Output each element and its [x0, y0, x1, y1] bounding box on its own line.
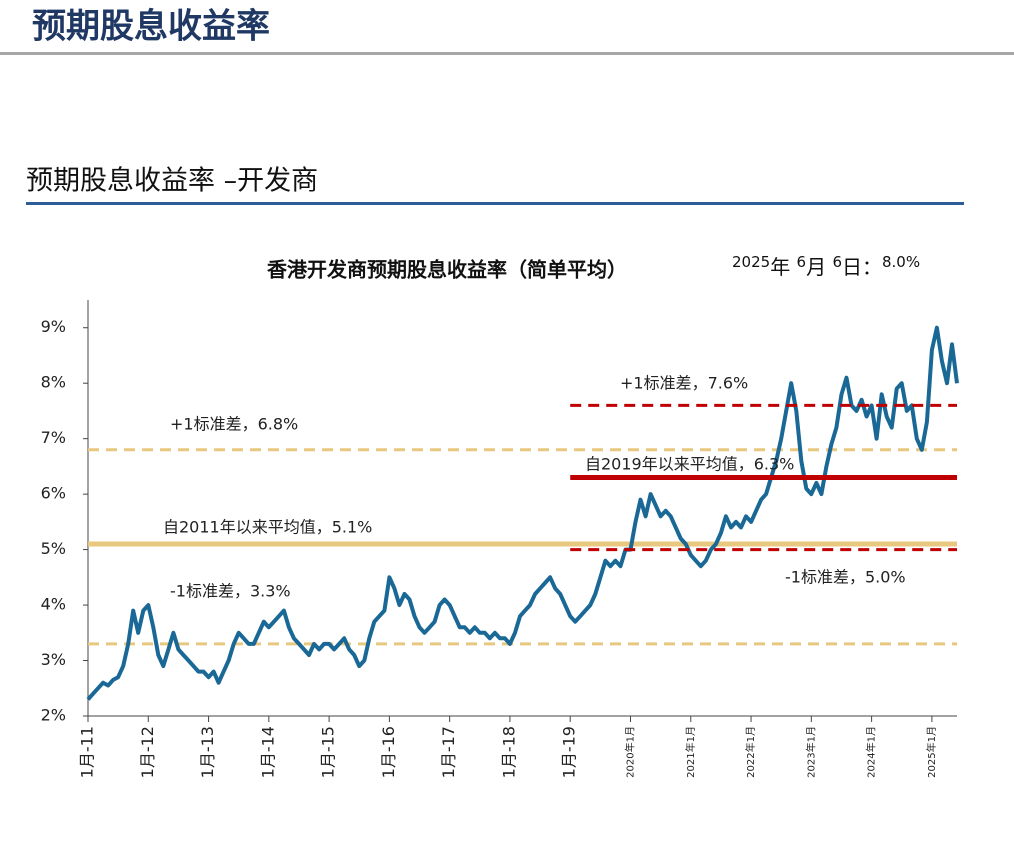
y-tick-label: 9% — [41, 317, 66, 336]
date-note-part: 年 — [770, 255, 796, 279]
reference-label: -1标准差，5.0% — [785, 568, 906, 587]
x-tick-label: 1月-17 — [439, 726, 458, 778]
date-note: 2025年 6月 6日：8.0% — [732, 253, 920, 279]
x-tick-label: 1月-12 — [138, 726, 157, 778]
reference-label: 自2019年以来平均值，6.3% — [585, 455, 794, 474]
x-tick-label: 2025年1月 — [925, 726, 938, 778]
date-note-part: 月 — [806, 255, 832, 279]
x-tick-label: 1月-14 — [258, 726, 277, 778]
series-line — [86, 325, 959, 701]
y-tick-label: 2% — [41, 706, 66, 725]
header-title: 预期股息收益率 — [32, 7, 270, 47]
reference-label: 自2011年以来平均值，5.1% — [163, 518, 372, 537]
subtitle-rule — [26, 202, 964, 205]
date-note-part: 2025 — [732, 253, 770, 271]
date-note-part: 6 — [797, 253, 807, 271]
x-tick-label: 1月-11 — [78, 726, 97, 778]
x-tick-label: 1月-13 — [198, 726, 217, 778]
y-tick-label: 8% — [41, 373, 66, 392]
date-note-part: 8.0% — [882, 253, 920, 271]
date-note-part: 日： — [842, 255, 882, 279]
x-tick-label: 1月-15 — [319, 726, 338, 778]
y-tick-label: 6% — [41, 484, 66, 503]
header-rule — [0, 52, 1014, 55]
y-tick-label: 3% — [41, 650, 66, 669]
x-tick-label: 2021年1月 — [684, 726, 697, 778]
x-tick-label: 1月-18 — [499, 726, 518, 778]
x-tick-label: 2020年1月 — [623, 726, 636, 778]
y-tick-label: 7% — [41, 428, 66, 447]
x-tick-label: 2022年1月 — [744, 726, 757, 778]
reference-label: -1标准差，3.3% — [170, 582, 291, 601]
x-tick-label: 2024年1月 — [865, 726, 878, 778]
y-tick-label: 4% — [41, 595, 66, 614]
subtitle: 预期股息收益率 –开发商 — [26, 166, 318, 197]
chart-title: 香港开发商预期股息收益率（简单平均） — [267, 258, 627, 282]
x-tick-label: 1月-19 — [560, 726, 579, 778]
x-tick-label: 1月-16 — [379, 726, 398, 778]
reference-label: +1标准差，7.6% — [620, 374, 748, 393]
y-tick-label: 5% — [41, 539, 66, 558]
reference-label: +1标准差，6.8% — [170, 415, 298, 434]
x-tick-label: 2023年1月 — [804, 726, 817, 778]
date-note-part: 6 — [832, 253, 842, 271]
